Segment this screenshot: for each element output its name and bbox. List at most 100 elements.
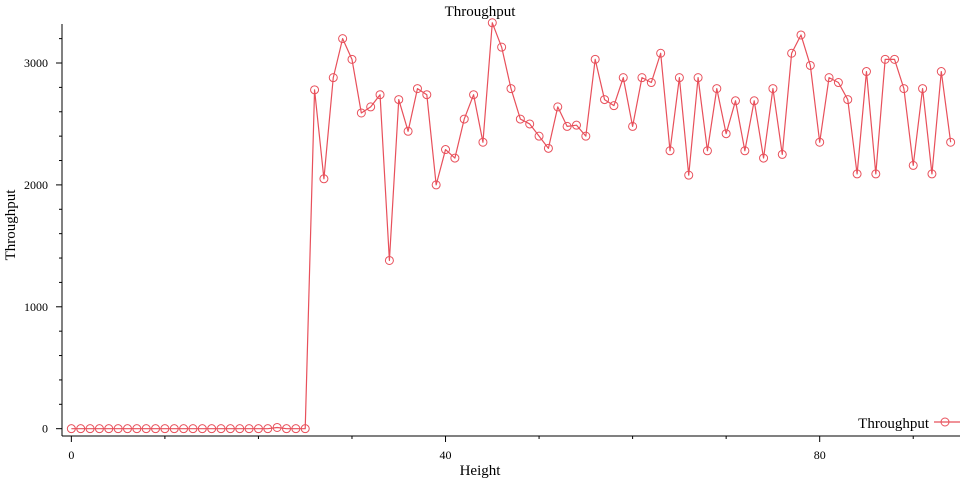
data-point bbox=[506, 84, 516, 94]
data-point bbox=[104, 424, 114, 434]
data-point bbox=[571, 120, 581, 130]
legend-marker-swatch bbox=[940, 417, 950, 427]
data-point bbox=[534, 131, 544, 141]
data-point bbox=[94, 424, 104, 434]
data-point bbox=[160, 424, 170, 434]
data-point bbox=[721, 129, 731, 139]
data-point bbox=[525, 119, 535, 129]
data-point bbox=[76, 424, 86, 434]
data-point bbox=[656, 48, 666, 58]
data-point bbox=[478, 137, 488, 147]
data-point bbox=[366, 102, 376, 112]
data-point bbox=[871, 169, 881, 179]
y-axis: 0 1000 2000 3000 bbox=[24, 24, 63, 436]
data-point bbox=[562, 121, 572, 131]
data-point bbox=[169, 424, 179, 434]
x-axis-label: Height bbox=[460, 463, 502, 479]
data-point bbox=[263, 424, 273, 434]
x-axis: 0 40 80 bbox=[62, 435, 960, 462]
plot-area bbox=[66, 18, 956, 434]
data-point bbox=[618, 73, 628, 83]
data-point bbox=[824, 73, 834, 83]
data-point bbox=[497, 42, 507, 52]
data-point bbox=[328, 73, 338, 83]
data-point bbox=[310, 85, 320, 95]
data-point bbox=[693, 73, 703, 83]
data-point bbox=[356, 108, 366, 118]
data-point bbox=[422, 90, 432, 100]
data-point bbox=[197, 424, 207, 434]
data-point bbox=[122, 424, 132, 434]
data-point bbox=[450, 153, 460, 163]
data-point bbox=[384, 255, 394, 265]
data-point bbox=[815, 137, 825, 147]
data-point bbox=[151, 424, 161, 434]
data-point bbox=[235, 424, 245, 434]
x-ticks: 0 40 80 bbox=[68, 436, 914, 462]
data-point bbox=[319, 174, 329, 184]
data-point bbox=[581, 131, 591, 141]
data-point bbox=[946, 137, 956, 147]
legend-label: Throughput bbox=[858, 416, 930, 432]
chart-title: Throughput bbox=[445, 4, 517, 20]
data-point bbox=[590, 54, 600, 64]
data-point bbox=[403, 126, 413, 136]
data-point bbox=[282, 424, 291, 434]
data-point bbox=[768, 84, 778, 94]
data-point bbox=[253, 424, 263, 434]
data-point bbox=[665, 146, 675, 156]
data-point bbox=[375, 90, 385, 100]
data-point bbox=[347, 54, 357, 64]
data-point bbox=[543, 143, 553, 153]
data-point bbox=[487, 18, 497, 28]
data-point bbox=[740, 146, 750, 156]
data-point bbox=[600, 95, 610, 105]
data-point bbox=[244, 424, 254, 434]
data-point bbox=[890, 54, 900, 64]
data-point bbox=[412, 84, 422, 94]
data-point bbox=[609, 101, 619, 111]
data-point bbox=[674, 73, 684, 83]
data-point bbox=[141, 424, 151, 434]
y-tick-label: 3000 bbox=[24, 56, 48, 70]
data-point bbox=[553, 102, 563, 112]
data-point bbox=[918, 84, 928, 94]
data-point bbox=[515, 114, 525, 124]
data-point bbox=[833, 78, 843, 88]
data-point bbox=[66, 424, 76, 434]
data-point bbox=[225, 424, 235, 434]
data-point bbox=[469, 90, 479, 100]
data-point bbox=[459, 114, 469, 124]
data-point bbox=[759, 153, 769, 163]
data-point bbox=[861, 67, 871, 77]
data-point bbox=[899, 84, 909, 94]
data-point bbox=[394, 95, 404, 105]
data-point bbox=[216, 424, 226, 434]
y-tick-label: 2000 bbox=[24, 178, 48, 192]
data-point bbox=[908, 160, 918, 170]
data-point bbox=[291, 424, 301, 434]
data-point bbox=[777, 149, 787, 159]
y-ticks: 0 1000 2000 3000 bbox=[24, 38, 62, 436]
x-tick-label: 40 bbox=[440, 448, 452, 462]
data-point bbox=[628, 121, 638, 131]
data-point bbox=[300, 424, 310, 434]
data-point bbox=[272, 422, 282, 432]
data-point bbox=[805, 60, 815, 70]
data-point bbox=[431, 180, 441, 190]
data-point bbox=[936, 67, 946, 77]
data-point bbox=[188, 424, 198, 434]
data-point bbox=[927, 169, 937, 179]
data-point bbox=[749, 96, 759, 106]
data-point bbox=[702, 146, 712, 156]
series-line bbox=[71, 22, 952, 430]
data-point bbox=[85, 424, 95, 434]
y-tick-label: 0 bbox=[42, 422, 48, 436]
data-point bbox=[880, 54, 890, 64]
y-axis-label: Throughput bbox=[3, 189, 19, 261]
data-point bbox=[731, 96, 740, 106]
data-point bbox=[646, 78, 656, 88]
legend: Throughput bbox=[858, 416, 960, 432]
data-point bbox=[441, 145, 451, 155]
